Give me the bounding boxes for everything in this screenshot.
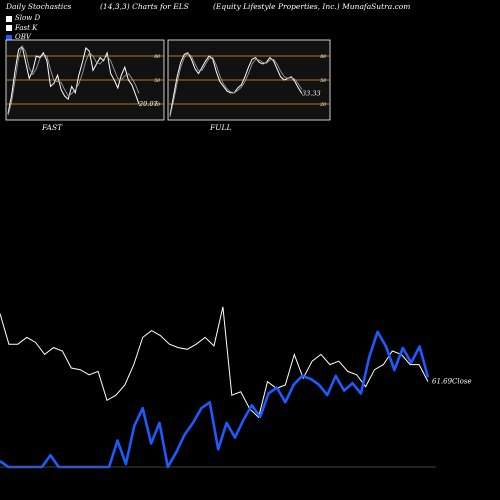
panel-fast-ytick-80: 80: [154, 54, 160, 60]
chart-header-right: (Equity Lifestyle Properties, Inc.) Muna…: [213, 2, 411, 11]
panel-full-last-value: 33.33: [302, 90, 321, 98]
legend-swatch-slow-d: [6, 15, 12, 22]
panel-full-ytick-80: 80: [320, 54, 326, 60]
legend-swatch-obv: [6, 34, 12, 41]
panel-full-title: FULL: [209, 123, 232, 132]
panel-full-ytick-50: 50: [320, 78, 326, 84]
legend-item-obv: OBV: [6, 33, 40, 43]
legend-label-obv: OBV: [15, 33, 31, 41]
price-last-value: 61.69Close: [432, 378, 472, 386]
price-close-line: [0, 306, 429, 419]
panel-fast-series-0: [7, 45, 140, 114]
panel-fast-title: FAST: [41, 123, 63, 132]
chart-header-center: (14,3,3) Charts for ELS: [100, 2, 189, 11]
panel-fast-ytick-20: 20: [153, 102, 160, 108]
legend-label-fast-k: Fast K: [15, 23, 38, 32]
legend: Slow D Fast K OBV: [6, 14, 40, 43]
chart-header-left: Daily Stochastics: [6, 2, 72, 11]
legend-item-fast-k: Fast K: [6, 24, 40, 34]
legend-item-slow-d: Slow D: [6, 14, 40, 24]
panel-full-series-0: [169, 52, 303, 116]
panel-fast-series-1: [7, 45, 140, 116]
legend-label-slow-d: Slow D: [15, 14, 41, 22]
panel-full-ytick-20: 20: [319, 102, 326, 108]
panel-full-series-1: [169, 53, 303, 117]
panel-fast-ytick-50: 50: [154, 78, 160, 84]
panel-fast-last-value: 20.07: [138, 100, 158, 108]
obv-line: [0, 330, 430, 469]
legend-swatch-fast-k: [6, 25, 12, 32]
